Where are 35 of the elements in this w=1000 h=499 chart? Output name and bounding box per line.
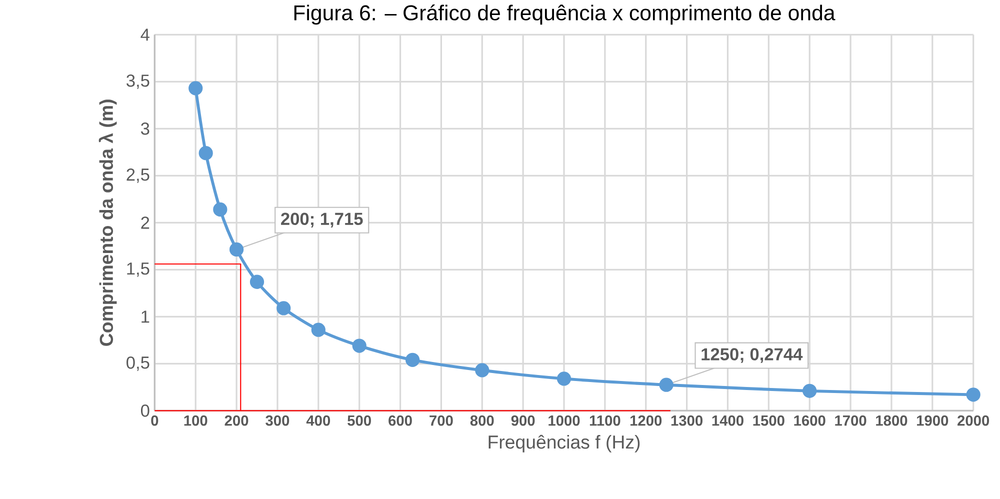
- x-axis-title: Frequências f (Hz): [488, 435, 640, 453]
- y-axis-title: Comprimento da onda λ (m): [98, 100, 117, 346]
- y-tick-label: 0: [140, 404, 150, 417]
- x-tick-label: 1800: [876, 416, 908, 426]
- x-tick-label: 1100: [590, 416, 620, 426]
- x-tick-label: 0: [151, 416, 158, 426]
- x-tick-label: 900: [511, 416, 535, 426]
- x-tick-label: 700: [430, 416, 453, 426]
- y-tick-label: 2,5: [126, 168, 150, 183]
- x-tick-label: 100: [184, 416, 208, 426]
- chart-title: Figura 6: – Gráfico de frequência x comprimento de onda: [294, 4, 836, 25]
- x-tick-label: 400: [306, 416, 330, 426]
- x-tick-label: 800: [470, 416, 494, 426]
- y-tick-label: 2: [141, 216, 150, 229]
- x-tick-label: 2000: [958, 416, 990, 426]
- annotation: 200; 1,715: [281, 212, 363, 228]
- y-tick-label: 3,5: [126, 74, 150, 89]
- x-tick-label: 1300: [671, 416, 702, 426]
- x-tick-label: 500: [348, 416, 371, 426]
- y-tick-label: 4: [140, 28, 150, 41]
- x-tick-label: 600: [388, 416, 412, 426]
- x-tick-label: 300: [266, 416, 290, 426]
- annotation: 1250; 0,2744: [702, 348, 803, 364]
- x-tick-label: 1400: [712, 416, 744, 426]
- y-tick-label: 1,5: [127, 262, 150, 277]
- y-tick-label: 0,5: [126, 356, 150, 371]
- x-tick-label: 1900: [917, 416, 948, 426]
- x-tick-label: 1000: [548, 416, 580, 426]
- x-tick-label: 1700: [835, 416, 866, 426]
- x-tick-label: 200: [224, 416, 248, 426]
- y-tick-label: 1: [142, 310, 150, 323]
- x-tick-label: 1200: [630, 416, 662, 426]
- x-tick-label: 1500: [753, 416, 784, 426]
- y-tick-label: 3: [140, 122, 150, 135]
- x-tick-label: 1600: [794, 416, 826, 426]
